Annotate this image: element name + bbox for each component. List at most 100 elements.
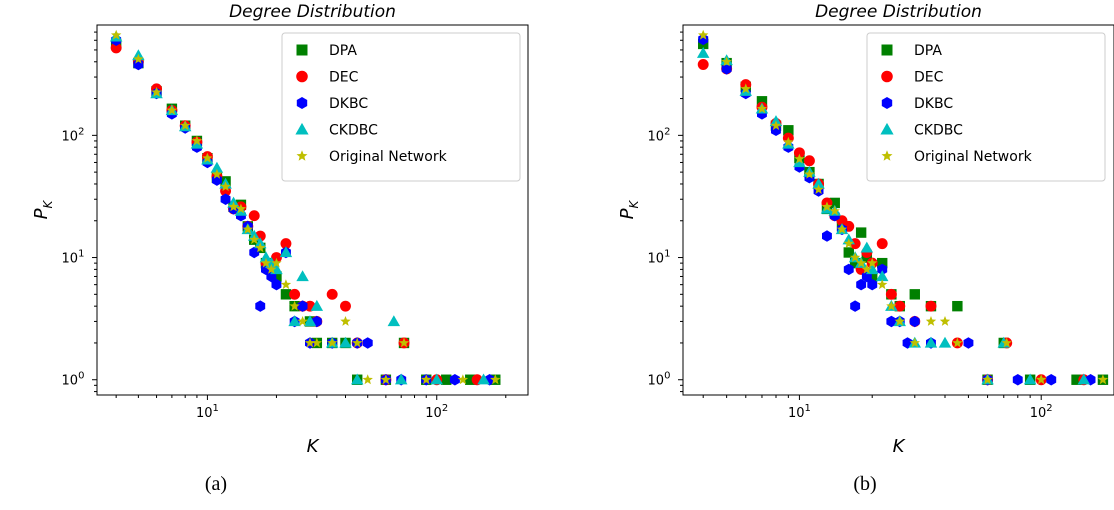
x-axis-label: K (307, 436, 320, 457)
legend-marker (881, 150, 893, 161)
data-point (843, 263, 854, 276)
chart-panel-b: Degree Distribution 101 102 100 101 102 K PK DPA… (557, 0, 1114, 510)
data-point (939, 316, 951, 326)
legend-label: Original Network (329, 149, 448, 165)
data-point (387, 315, 401, 327)
data-point (288, 315, 301, 327)
legend-marker (296, 150, 308, 161)
data-point (211, 168, 223, 179)
data-point (1077, 373, 1091, 385)
data-point (248, 210, 260, 222)
data-point (856, 278, 867, 291)
data-point (885, 288, 897, 300)
data-point (303, 315, 317, 327)
legend-marker (881, 44, 893, 56)
data-point (210, 161, 224, 173)
data-point (843, 247, 854, 258)
data-point (111, 29, 122, 40)
data-point (280, 279, 292, 290)
data-point (909, 315, 920, 328)
data-point (362, 374, 373, 385)
data-point (850, 300, 861, 312)
data-point (843, 238, 854, 248)
legend-box (866, 32, 1106, 182)
data-point (110, 42, 122, 54)
x-axis-label: K (893, 436, 906, 457)
data-point (249, 234, 260, 245)
data-point (249, 246, 260, 259)
y-tick-label: 102 (648, 126, 671, 144)
data-point (279, 246, 293, 258)
chart-title: Degree Distribution (815, 2, 982, 22)
chart-panel-a: Degree Distribution 101 102 100 101 102 K PK DPA… (31, 2, 529, 495)
data-point (133, 53, 144, 64)
data-point (803, 155, 815, 167)
data-point (1097, 374, 1109, 385)
data-point (812, 177, 825, 189)
data-point (270, 252, 282, 264)
data-point (982, 374, 993, 385)
legend: DPA DEC DKBC CKDBC Original Network (281, 32, 521, 182)
data-point (721, 63, 732, 75)
data-point (822, 230, 832, 242)
data-point (783, 125, 794, 136)
data-point (394, 373, 408, 385)
data-point (794, 153, 805, 164)
data-point (1012, 374, 1023, 386)
plot-area (696, 29, 1109, 386)
data-point (380, 374, 392, 385)
y-tick-label: 100 (62, 371, 85, 389)
legend-label: DPA (914, 43, 942, 59)
plot-frame (682, 24, 1114, 396)
data-point (1023, 373, 1037, 385)
legend-label: DEC (329, 70, 359, 86)
data-point (867, 257, 878, 268)
x-tick-label: 102 (425, 403, 448, 421)
data-point (477, 373, 490, 385)
data-point (339, 336, 352, 348)
data-point (304, 337, 316, 348)
data-point (855, 227, 867, 238)
y-tick-label: 100 (648, 371, 671, 389)
legend-marker (296, 97, 308, 109)
data-point (856, 257, 867, 268)
data-point (457, 374, 469, 385)
data-point (311, 337, 322, 348)
data-point (1036, 374, 1047, 385)
x-tick-label: 101 (788, 403, 811, 421)
data-point (398, 337, 410, 348)
data-point (793, 156, 806, 168)
data-point (465, 374, 476, 385)
legend-label: Original Network (914, 149, 1033, 165)
data-point (191, 135, 203, 146)
data-point (255, 300, 266, 312)
data-point (698, 33, 709, 46)
data-point (242, 223, 253, 234)
data-point (875, 270, 889, 282)
data-point (362, 337, 373, 349)
data-point (421, 374, 432, 385)
data-point (925, 316, 937, 326)
data-point (310, 299, 324, 311)
data-point (849, 252, 861, 262)
data-point (297, 316, 308, 326)
data-point (698, 29, 709, 40)
caption-a: (a) (204, 473, 228, 495)
data-point (228, 201, 239, 212)
y-tick-label: 101 (62, 249, 85, 267)
chart-b: Degree Distribution 101 102 100 101 102 K PK DPA… (617, 2, 1114, 457)
data-point (886, 315, 897, 328)
data-point (909, 289, 920, 300)
data-point (280, 238, 292, 250)
data-point (860, 241, 874, 253)
legend-marker (296, 44, 308, 56)
data-point (793, 147, 805, 159)
data-point (202, 152, 213, 163)
data-point (297, 300, 308, 312)
data-point (1046, 374, 1057, 386)
data-point (490, 374, 501, 385)
data-point (938, 336, 952, 348)
x-tick-label: 101 (196, 403, 219, 421)
data-point (697, 59, 709, 70)
data-point (836, 223, 848, 234)
